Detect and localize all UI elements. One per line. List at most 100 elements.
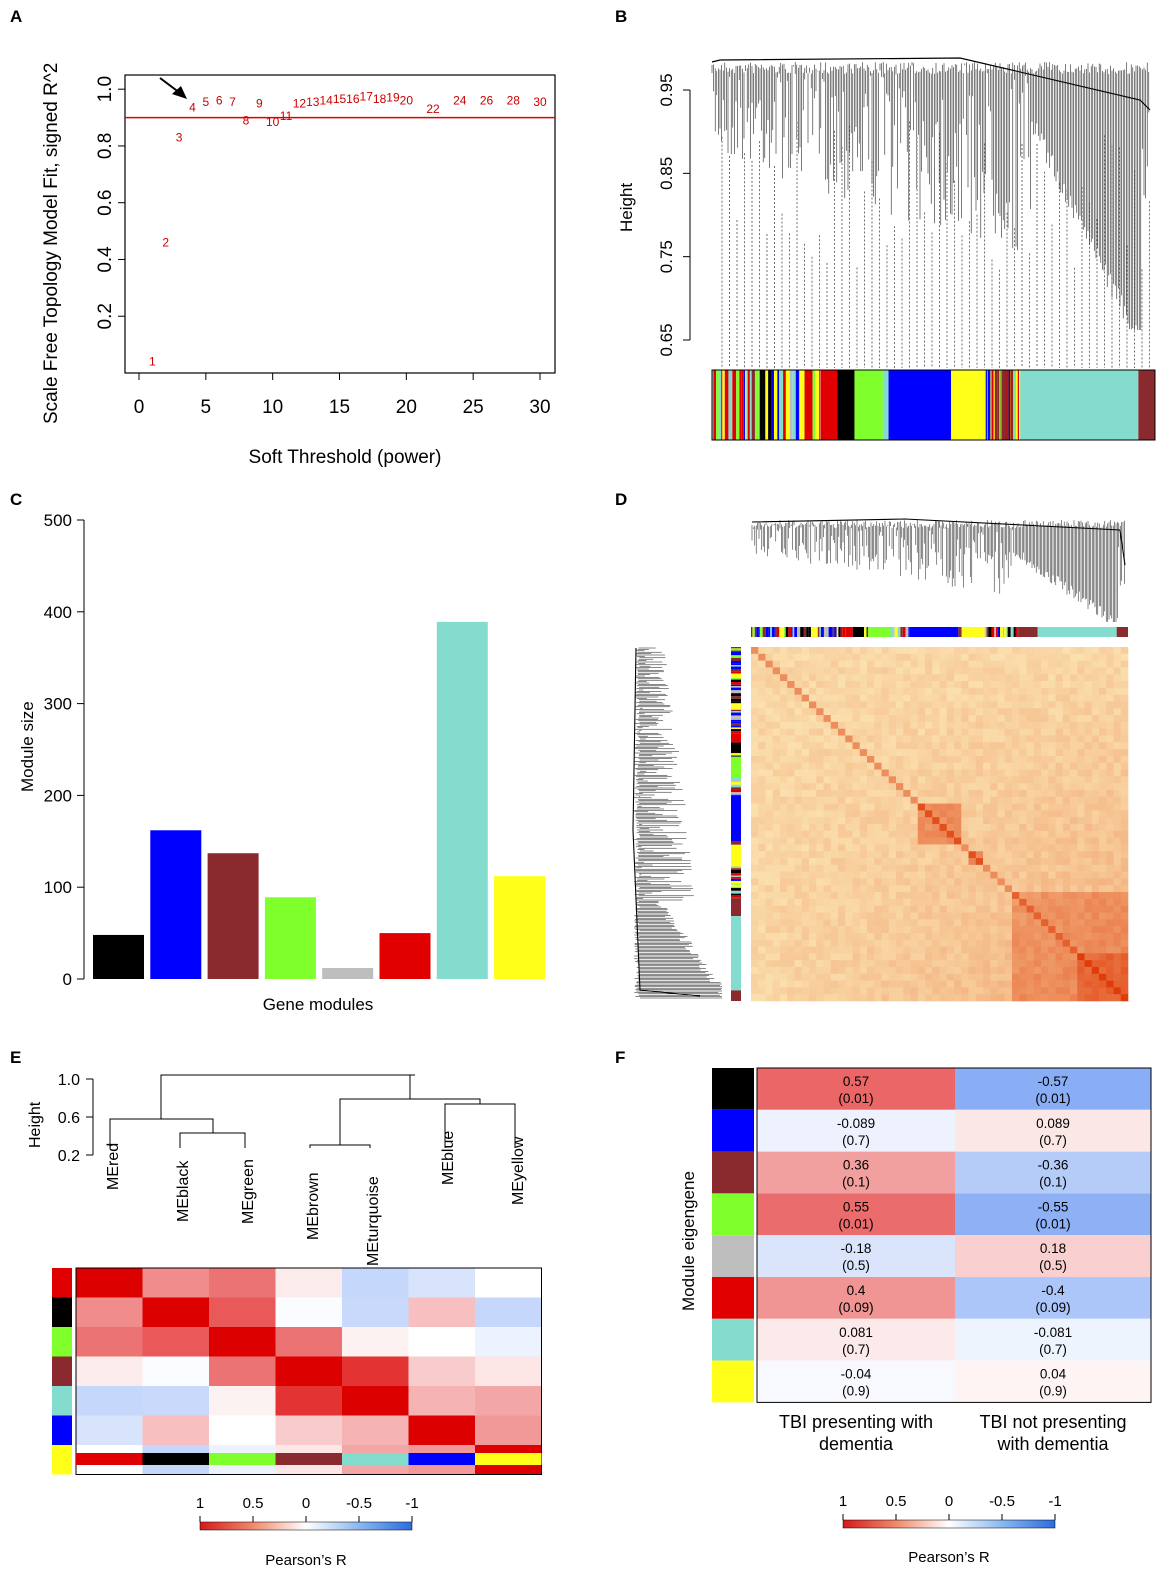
- heatmap-cell: [780, 837, 788, 845]
- heatmap-cell: [888, 871, 897, 879]
- left-color-stripe: [731, 715, 741, 717]
- heatmap-cell: [975, 735, 984, 743]
- heatmap-cell: [765, 776, 774, 784]
- heatmap-cell: [990, 960, 998, 968]
- heatmap-cell: [1004, 858, 1013, 866]
- heatmap-cell: [910, 667, 919, 675]
- row-color: [52, 1415, 72, 1445]
- heatmap-cell: [888, 769, 897, 777]
- heatmap-cell: [1004, 674, 1013, 682]
- heatmap-cell: [1106, 647, 1114, 655]
- heatmap-cell: [961, 728, 969, 736]
- heatmap-cell: [874, 715, 882, 723]
- heatmap-cell: [946, 898, 955, 906]
- heatmap-cell: [1113, 939, 1122, 947]
- heatmap-cell: [939, 749, 948, 757]
- heatmap-cell: [867, 653, 875, 661]
- heatmap-cell: [867, 844, 875, 852]
- heatmap-cell: [903, 715, 911, 723]
- heatmap-cell: [758, 973, 766, 981]
- heatmap-cell: [990, 878, 998, 886]
- heatmap-cell: [874, 653, 882, 661]
- heatmap-cell: [961, 953, 969, 961]
- heatmap-cell: [968, 953, 977, 961]
- heatmap-cell: [1055, 912, 1064, 920]
- heatmap-cell: [1026, 912, 1035, 920]
- heatmap-cell: [809, 687, 817, 695]
- heatmap-cell: [954, 742, 962, 750]
- heatmap-cell: [794, 973, 803, 981]
- heatmap-cell: [1055, 953, 1064, 961]
- heatmap-cell: [925, 749, 933, 757]
- heatmap-cell: [772, 660, 781, 668]
- heatmap-cell: [983, 755, 991, 764]
- heatmap-cell: [896, 769, 904, 777]
- heatmap-cell: [765, 932, 774, 941]
- heatmap-cell: [845, 817, 853, 825]
- heatmap-cell: [1019, 735, 1027, 743]
- heatmap-cell: [997, 687, 1006, 695]
- panel-a-y-axis: 0.20.40.60.81.0: [95, 76, 125, 329]
- heatmap-cell: [794, 762, 803, 770]
- heatmap-cell: [830, 708, 839, 716]
- heatmap-cell: [1106, 742, 1114, 750]
- heatmap-cell: [838, 742, 846, 750]
- heatmap-cell: [838, 878, 846, 886]
- heatmap-cell: [801, 783, 810, 791]
- heatmap-cell: [968, 660, 977, 668]
- heatmap-cell: [1048, 769, 1056, 777]
- heatmap-cell: [852, 953, 861, 961]
- x-tick-label: 0: [134, 397, 145, 418]
- heatmap-cell: [772, 858, 781, 866]
- heatmap-cell: [772, 987, 781, 995]
- heatmap-cell: [954, 653, 962, 661]
- heatmap-cell: [801, 830, 810, 838]
- y-tick-label: 0.2: [58, 1148, 80, 1165]
- heatmap-cell: [823, 932, 832, 941]
- heatmap-cell: [1019, 837, 1027, 845]
- heatmap-cell: [772, 871, 781, 879]
- heatmap-cell: [830, 824, 839, 832]
- heatmap-cell: [867, 892, 875, 900]
- heatmap-cell: [780, 830, 788, 838]
- top-color-stripe: [958, 627, 962, 637]
- heatmap-cell: [1012, 789, 1020, 798]
- heatmap-cell: [1070, 858, 1078, 866]
- heatmap-cell: [765, 769, 774, 777]
- heatmap-cell: [1048, 715, 1056, 723]
- heatmap-cell: [946, 824, 955, 832]
- heatmap-cell: [932, 789, 940, 798]
- heatmap-cell: [1091, 966, 1100, 975]
- heatmap-cell: [772, 762, 781, 770]
- heatmap-cell: [780, 674, 788, 682]
- heatmap-cell: [1004, 966, 1013, 975]
- heatmap-cell: [809, 647, 817, 655]
- heatmap-cell: [772, 973, 781, 981]
- heatmap-cell: [888, 980, 897, 988]
- heatmap-cell: [1062, 694, 1071, 702]
- heatmap-cell: [896, 987, 904, 995]
- left-color-stripe: [731, 727, 741, 730]
- heatmap-cell: [780, 892, 788, 900]
- heatmap-cell: [997, 721, 1006, 729]
- heatmap-cell: [910, 966, 919, 975]
- left-color-stripe: [731, 877, 741, 879]
- heatmap-cell: [961, 653, 969, 661]
- heatmap-cell: [794, 830, 803, 838]
- left-color-stripe: [731, 660, 741, 664]
- module-color-block: [1138, 370, 1156, 440]
- heatmap-cell: [408, 1415, 476, 1446]
- heatmap-cell: [823, 871, 832, 879]
- heatmap-cell: [925, 844, 933, 852]
- heatmap-cell: [794, 728, 803, 736]
- heatmap-cell: [881, 830, 890, 838]
- point-label: 3: [176, 130, 183, 144]
- heatmap-cell: [1012, 912, 1020, 920]
- heatmap-cell: [852, 708, 861, 716]
- heatmap-cell: [830, 776, 839, 784]
- heatmap-cell: [823, 803, 832, 811]
- heatmap-cell: [1091, 769, 1100, 777]
- heatmap-cell: [874, 728, 882, 736]
- heatmap-cell: [946, 966, 955, 975]
- heatmap-cell: [852, 892, 861, 900]
